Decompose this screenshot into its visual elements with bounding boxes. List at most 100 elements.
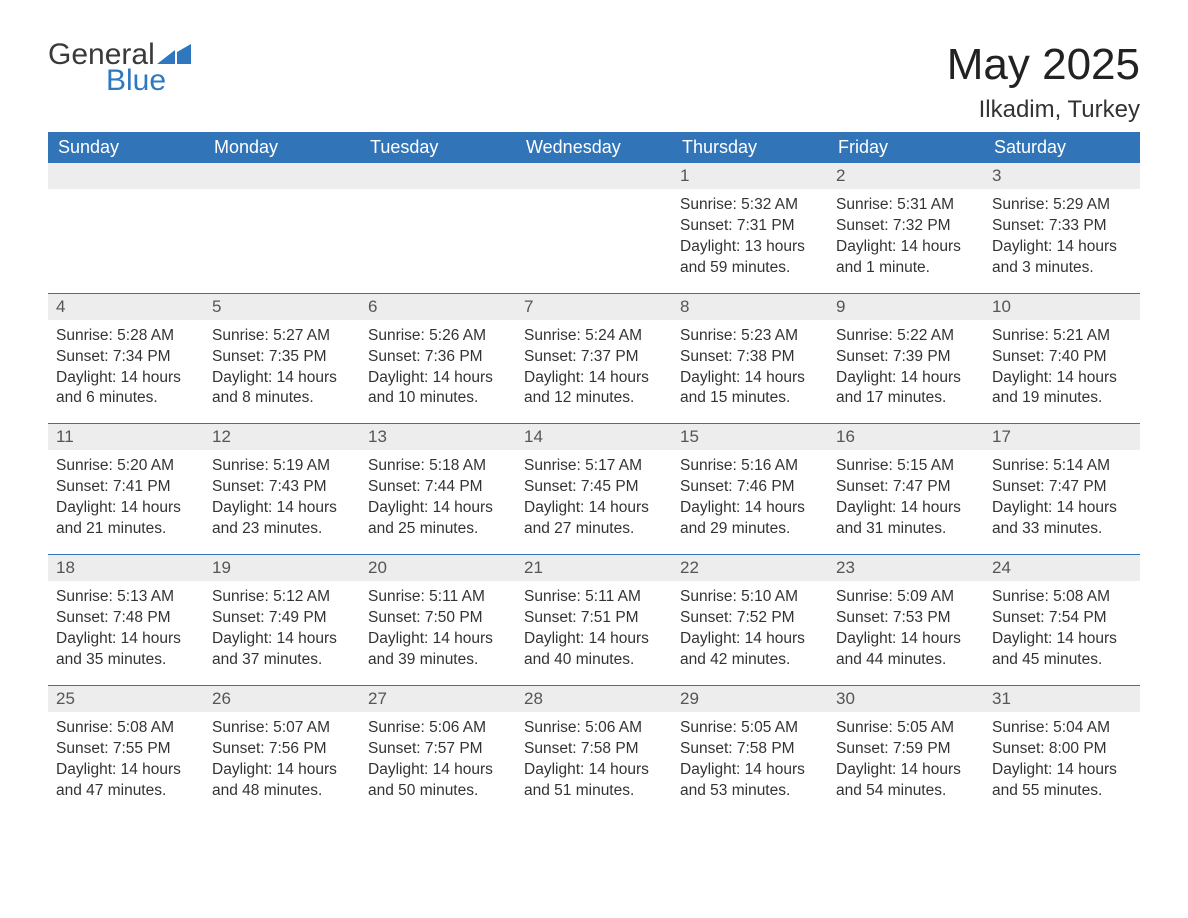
- day-cell: 23Sunrise: 5:09 AMSunset: 7:53 PMDayligh…: [828, 555, 984, 685]
- sunrise-text: Sunrise: 5:06 AM: [368, 718, 508, 739]
- day-cell: [204, 163, 360, 293]
- day-number: 26: [204, 686, 360, 712]
- sunset-text: Sunset: 7:55 PM: [56, 739, 196, 760]
- sunset-text: Sunset: 7:34 PM: [56, 347, 196, 368]
- day-cell: 29Sunrise: 5:05 AMSunset: 7:58 PMDayligh…: [672, 686, 828, 816]
- sunrise-text: Sunrise: 5:27 AM: [212, 326, 352, 347]
- week-row: 11Sunrise: 5:20 AMSunset: 7:41 PMDayligh…: [48, 423, 1140, 554]
- day-number: 5: [204, 294, 360, 320]
- sunrise-text: Sunrise: 5:14 AM: [992, 456, 1132, 477]
- day-body: Sunrise: 5:24 AMSunset: 7:37 PMDaylight:…: [516, 320, 672, 424]
- sunset-text: Sunset: 7:47 PM: [992, 477, 1132, 498]
- weekday-header-cell: Saturday: [984, 132, 1140, 163]
- sunrise-text: Sunrise: 5:29 AM: [992, 195, 1132, 216]
- daylight-text: Daylight: 14 hours and 40 minutes.: [524, 629, 664, 671]
- day-cell: 28Sunrise: 5:06 AMSunset: 7:58 PMDayligh…: [516, 686, 672, 816]
- day-number: 25: [48, 686, 204, 712]
- sunrise-text: Sunrise: 5:04 AM: [992, 718, 1132, 739]
- sunset-text: Sunset: 7:54 PM: [992, 608, 1132, 629]
- daylight-text: Daylight: 14 hours and 55 minutes.: [992, 760, 1132, 802]
- day-cell: 19Sunrise: 5:12 AMSunset: 7:49 PMDayligh…: [204, 555, 360, 685]
- daylight-text: Daylight: 14 hours and 12 minutes.: [524, 368, 664, 410]
- day-cell: 16Sunrise: 5:15 AMSunset: 7:47 PMDayligh…: [828, 424, 984, 554]
- day-cell: 24Sunrise: 5:08 AMSunset: 7:54 PMDayligh…: [984, 555, 1140, 685]
- sunset-text: Sunset: 7:44 PM: [368, 477, 508, 498]
- day-number: 10: [984, 294, 1140, 320]
- title-block: May 2025 Ilkadim, Turkey: [947, 40, 1140, 124]
- daylight-text: Daylight: 14 hours and 51 minutes.: [524, 760, 664, 802]
- day-number: 22: [672, 555, 828, 581]
- sunrise-text: Sunrise: 5:24 AM: [524, 326, 664, 347]
- day-cell: 12Sunrise: 5:19 AMSunset: 7:43 PMDayligh…: [204, 424, 360, 554]
- sunset-text: Sunset: 7:39 PM: [836, 347, 976, 368]
- sunrise-text: Sunrise: 5:31 AM: [836, 195, 976, 216]
- sunrise-text: Sunrise: 5:20 AM: [56, 456, 196, 477]
- month-title: May 2025: [947, 40, 1140, 90]
- day-body: Sunrise: 5:29 AMSunset: 7:33 PMDaylight:…: [984, 189, 1140, 293]
- day-cell: 26Sunrise: 5:07 AMSunset: 7:56 PMDayligh…: [204, 686, 360, 816]
- day-cell: 6Sunrise: 5:26 AMSunset: 7:36 PMDaylight…: [360, 294, 516, 424]
- sunset-text: Sunset: 7:46 PM: [680, 477, 820, 498]
- sunset-text: Sunset: 7:36 PM: [368, 347, 508, 368]
- day-number: 13: [360, 424, 516, 450]
- daylight-text: Daylight: 14 hours and 50 minutes.: [368, 760, 508, 802]
- weekday-header-cell: Wednesday: [516, 132, 672, 163]
- day-cell: 7Sunrise: 5:24 AMSunset: 7:37 PMDaylight…: [516, 294, 672, 424]
- daylight-text: Daylight: 14 hours and 1 minute.: [836, 237, 976, 279]
- daylight-text: Daylight: 14 hours and 29 minutes.: [680, 498, 820, 540]
- daylight-text: Daylight: 14 hours and 15 minutes.: [680, 368, 820, 410]
- day-number: 1: [672, 163, 828, 189]
- day-cell: 31Sunrise: 5:04 AMSunset: 8:00 PMDayligh…: [984, 686, 1140, 816]
- day-body: Sunrise: 5:05 AMSunset: 7:59 PMDaylight:…: [828, 712, 984, 816]
- day-body: Sunrise: 5:16 AMSunset: 7:46 PMDaylight:…: [672, 450, 828, 554]
- day-cell: 11Sunrise: 5:20 AMSunset: 7:41 PMDayligh…: [48, 424, 204, 554]
- day-cell: 9Sunrise: 5:22 AMSunset: 7:39 PMDaylight…: [828, 294, 984, 424]
- day-number: 29: [672, 686, 828, 712]
- day-number: 17: [984, 424, 1140, 450]
- day-number: 27: [360, 686, 516, 712]
- sunset-text: Sunset: 7:58 PM: [524, 739, 664, 760]
- day-cell: 30Sunrise: 5:05 AMSunset: 7:59 PMDayligh…: [828, 686, 984, 816]
- day-body: Sunrise: 5:04 AMSunset: 8:00 PMDaylight:…: [984, 712, 1140, 816]
- day-cell: 4Sunrise: 5:28 AMSunset: 7:34 PMDaylight…: [48, 294, 204, 424]
- day-cell: [516, 163, 672, 293]
- day-body: Sunrise: 5:08 AMSunset: 7:55 PMDaylight:…: [48, 712, 204, 816]
- week-row: 25Sunrise: 5:08 AMSunset: 7:55 PMDayligh…: [48, 685, 1140, 816]
- day-number: 8: [672, 294, 828, 320]
- day-cell: 1Sunrise: 5:32 AMSunset: 7:31 PMDaylight…: [672, 163, 828, 293]
- day-body: Sunrise: 5:05 AMSunset: 7:58 PMDaylight:…: [672, 712, 828, 816]
- day-cell: 13Sunrise: 5:18 AMSunset: 7:44 PMDayligh…: [360, 424, 516, 554]
- day-body: [48, 189, 204, 273]
- sunset-text: Sunset: 7:35 PM: [212, 347, 352, 368]
- sunset-text: Sunset: 7:59 PM: [836, 739, 976, 760]
- day-cell: 5Sunrise: 5:27 AMSunset: 7:35 PMDaylight…: [204, 294, 360, 424]
- weekday-header-cell: Sunday: [48, 132, 204, 163]
- weekday-header-cell: Friday: [828, 132, 984, 163]
- day-number: 15: [672, 424, 828, 450]
- sunset-text: Sunset: 7:31 PM: [680, 216, 820, 237]
- day-cell: 27Sunrise: 5:06 AMSunset: 7:57 PMDayligh…: [360, 686, 516, 816]
- day-body: Sunrise: 5:09 AMSunset: 7:53 PMDaylight:…: [828, 581, 984, 685]
- day-body: [516, 189, 672, 273]
- day-cell: 14Sunrise: 5:17 AMSunset: 7:45 PMDayligh…: [516, 424, 672, 554]
- day-body: Sunrise: 5:26 AMSunset: 7:36 PMDaylight:…: [360, 320, 516, 424]
- day-number: 6: [360, 294, 516, 320]
- day-body: Sunrise: 5:19 AMSunset: 7:43 PMDaylight:…: [204, 450, 360, 554]
- weekday-header-cell: Tuesday: [360, 132, 516, 163]
- sunrise-text: Sunrise: 5:06 AM: [524, 718, 664, 739]
- sunrise-text: Sunrise: 5:21 AM: [992, 326, 1132, 347]
- sunrise-text: Sunrise: 5:13 AM: [56, 587, 196, 608]
- day-body: Sunrise: 5:07 AMSunset: 7:56 PMDaylight:…: [204, 712, 360, 816]
- day-body: Sunrise: 5:22 AMSunset: 7:39 PMDaylight:…: [828, 320, 984, 424]
- day-number: 4: [48, 294, 204, 320]
- week-row: 4Sunrise: 5:28 AMSunset: 7:34 PMDaylight…: [48, 293, 1140, 424]
- day-body: Sunrise: 5:14 AMSunset: 7:47 PMDaylight:…: [984, 450, 1140, 554]
- sunset-text: Sunset: 8:00 PM: [992, 739, 1132, 760]
- day-cell: 18Sunrise: 5:13 AMSunset: 7:48 PMDayligh…: [48, 555, 204, 685]
- daylight-text: Daylight: 14 hours and 3 minutes.: [992, 237, 1132, 279]
- daylight-text: Daylight: 14 hours and 54 minutes.: [836, 760, 976, 802]
- sunrise-text: Sunrise: 5:10 AM: [680, 587, 820, 608]
- sunrise-text: Sunrise: 5:26 AM: [368, 326, 508, 347]
- daylight-text: Daylight: 14 hours and 39 minutes.: [368, 629, 508, 671]
- daylight-text: Daylight: 14 hours and 25 minutes.: [368, 498, 508, 540]
